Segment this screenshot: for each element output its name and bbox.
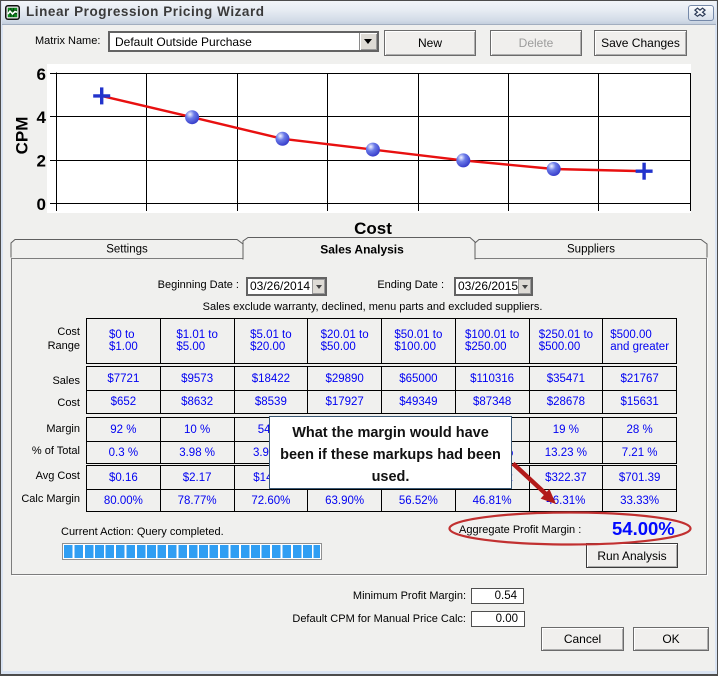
svg-text:0: 0 xyxy=(37,195,46,214)
svg-text:2: 2 xyxy=(37,152,46,171)
svg-text:4: 4 xyxy=(37,108,47,127)
svg-text:Suppliers: Suppliers xyxy=(567,243,615,255)
svg-text:6: 6 xyxy=(37,65,46,84)
svg-text:Settings: Settings xyxy=(106,243,148,255)
svg-text:CPM: CPM xyxy=(13,117,32,155)
svg-text:Sales Analysis: Sales Analysis xyxy=(320,242,404,256)
svg-text:Cost: Cost xyxy=(354,219,392,238)
